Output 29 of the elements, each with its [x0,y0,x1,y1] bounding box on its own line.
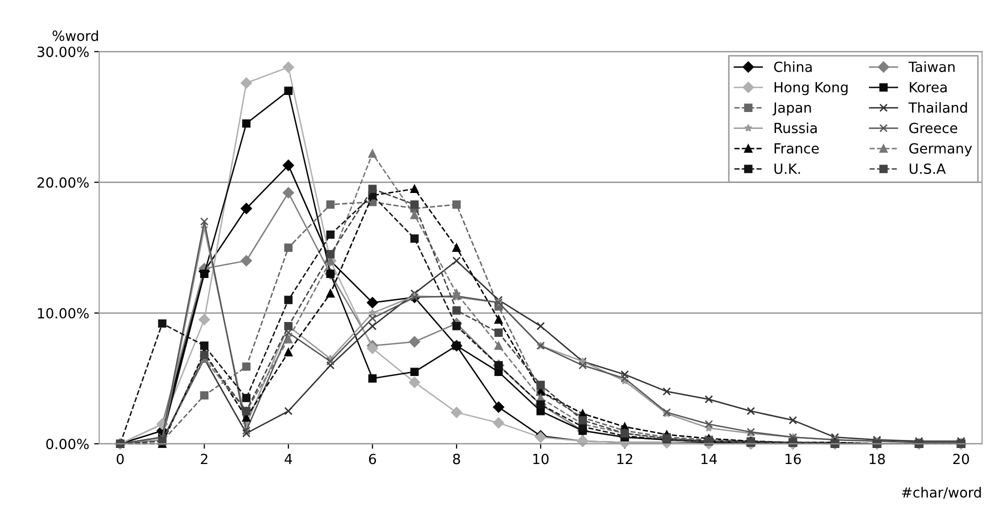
legend-label: Japan [772,102,811,116]
x-tick-label: 14 [701,454,717,464]
x-tick-label: 10 [533,454,549,464]
x-tick-label: 6 [369,454,376,464]
legend-label: China [774,61,812,72]
y-axis-title: %word [52,30,98,42]
x-tick-label: 4 [284,454,292,464]
x-tick-label: 16 [786,454,801,464]
legend-label: Taiwan [908,61,955,72]
legend-label: Korea [910,82,947,92]
y-tick-label: 30.00% [38,46,89,58]
legend-label: Greece [909,122,958,134]
legend-label: Germany [909,143,972,156]
x-axis-title: #char/word [902,486,981,499]
y-tick-label: 20.00% [38,177,89,188]
x-tick-label: 18 [870,454,885,464]
x-tick-label: 8 [453,454,460,464]
legend-label: Russia [774,122,817,134]
y-tick-label: 10.00% [38,308,89,319]
x-tick-label: 0 [116,454,124,464]
x-tick-label: 20 [953,454,969,464]
y-tick-label: 0.00% [46,438,89,450]
legend-label: France [774,143,819,154]
legend-label: Thailand [908,102,967,113]
x-tick-label: 2 [200,454,208,464]
legend-label: U.S.A [910,164,946,174]
legend-label: Hong Kong [774,82,848,96]
x-tick-label: 12 [617,454,632,464]
legend-label: U.K. [774,164,800,174]
